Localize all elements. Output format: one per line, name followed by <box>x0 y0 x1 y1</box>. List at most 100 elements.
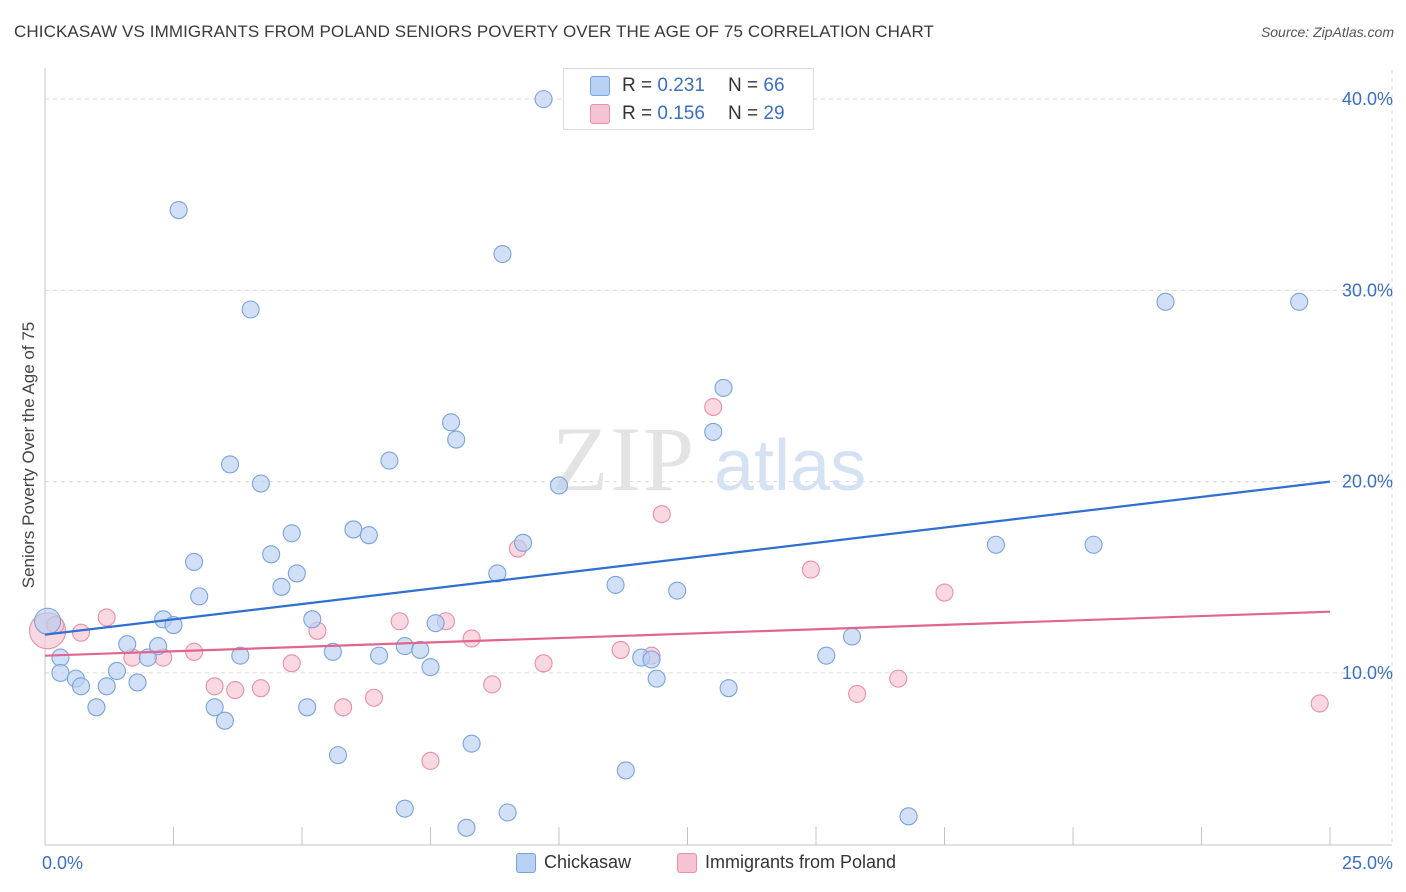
point-chickasaw <box>107 661 127 681</box>
watermark-zip: ZIP <box>552 408 696 510</box>
point-poland <box>205 677 224 696</box>
point-chickasaw <box>1156 292 1175 311</box>
point-chickasaw <box>97 677 116 696</box>
series-legend: Chickasaw Immigrants from Poland <box>0 852 1406 876</box>
point-poland <box>848 684 867 703</box>
axes <box>44 68 1392 846</box>
y-tick-label: 30.0% <box>1342 280 1393 300</box>
point-chickasaw <box>395 637 414 656</box>
point-chickasaw <box>231 646 250 665</box>
legend-item-poland: Immigrants from Poland <box>677 852 896 873</box>
point-chickasaw <box>328 746 348 765</box>
point-chickasaw <box>668 581 687 600</box>
point-chickasaw <box>87 698 106 717</box>
point-chickasaw <box>251 474 270 493</box>
point-poland <box>390 612 409 631</box>
point-poland <box>251 679 270 698</box>
point-poland <box>282 654 301 673</box>
point-chickasaw <box>719 679 738 698</box>
point-chickasaw <box>205 698 224 717</box>
trend-lines <box>44 480 1331 657</box>
point-chickasaw <box>817 646 836 665</box>
point-chickasaw <box>442 413 461 432</box>
watermark: ZIP atlas <box>552 408 866 510</box>
point-poland <box>483 675 502 694</box>
point-chickasaw <box>986 535 1005 554</box>
legend-n-poland: N = 29 <box>728 103 785 124</box>
point-chickasaw <box>1290 292 1309 311</box>
legend-r-chickasaw: R = 0.231 <box>622 75 705 96</box>
point-chickasaw <box>421 658 440 677</box>
tick-labels: 10.0% 20.0% 30.0% 40.0% 0.0% 25.0% <box>42 89 1393 873</box>
point-poland <box>421 751 440 770</box>
point-chickasaw <box>71 677 91 696</box>
point-chickasaw <box>704 422 723 441</box>
point-chickasaw <box>606 575 625 594</box>
point-chickasaw <box>647 669 666 688</box>
legend-swatch-pink <box>590 104 610 124</box>
point-poland <box>534 654 553 673</box>
point-chickasaw <box>370 646 389 665</box>
y-axis-label: Seniors Poverty Over the Age of 75 <box>19 322 38 588</box>
point-chickasaw <box>549 476 569 495</box>
legend-swatch-chickasaw <box>516 852 536 873</box>
point-chickasaw <box>298 698 317 717</box>
chart-title: CHICKASAW VS IMMIGRANTS FROM POLAND SENI… <box>14 22 935 41</box>
point-poland <box>462 629 481 648</box>
point-chickasaw <box>493 244 512 264</box>
legend-swatch-blue <box>590 76 610 96</box>
point-chickasaw <box>457 818 476 837</box>
legend-label-chickasaw: Chickasaw <box>544 852 632 872</box>
point-poland <box>97 608 116 627</box>
legend-swatch-poland <box>677 852 697 873</box>
point-poland <box>935 583 954 602</box>
point-chickasaw <box>262 545 281 564</box>
point-chickasaw <box>447 430 466 449</box>
y-tick-label: 40.0% <box>1342 89 1393 109</box>
point-chickasaw <box>513 533 533 552</box>
point-chickasaw <box>215 711 234 730</box>
point-chickasaw <box>1084 535 1103 554</box>
point-chickasaw <box>899 807 918 826</box>
point-chickasaw <box>426 614 445 633</box>
point-chickasaw <box>395 799 414 818</box>
point-poland <box>801 560 820 579</box>
point-chickasaw <box>149 637 168 656</box>
trend-line-poland <box>44 610 1331 657</box>
point-poland <box>71 623 91 642</box>
watermark-atlas: atlas <box>714 426 866 506</box>
legend-label-poland: Immigrants from Poland <box>705 852 897 872</box>
point-chickasaw <box>190 587 209 606</box>
point-poland <box>889 669 908 688</box>
y-tick-label: 20.0% <box>1342 472 1393 492</box>
legend-r-poland: R = 0.156 <box>622 103 705 124</box>
point-chickasaw <box>118 635 137 654</box>
point-poland <box>611 640 630 659</box>
point-chickasaw <box>282 524 301 543</box>
y-tick-label: 10.0% <box>1342 663 1393 683</box>
x-tick-label: 25.0% <box>1342 853 1393 873</box>
point-poland <box>704 397 723 417</box>
point-poland <box>652 505 671 524</box>
point-poland <box>1310 694 1329 713</box>
point-chickasaw <box>34 607 62 635</box>
point-poland <box>334 698 353 717</box>
points <box>29 90 1329 837</box>
point-chickasaw <box>488 564 507 583</box>
point-chickasaw <box>642 650 661 669</box>
point-chickasaw <box>714 378 733 397</box>
point-chickasaw <box>303 610 322 629</box>
point-chickasaw <box>380 451 399 470</box>
point-chickasaw <box>128 673 147 692</box>
legend-n-chickasaw: N = 66 <box>728 75 785 96</box>
source-label: Source: ZipAtlas.com <box>1260 24 1394 40</box>
point-chickasaw <box>185 552 204 572</box>
point-chickasaw <box>169 201 188 220</box>
point-chickasaw <box>842 627 862 646</box>
point-chickasaw <box>241 300 260 319</box>
point-chickasaw <box>498 803 517 822</box>
point-chickasaw <box>220 455 240 474</box>
legend-item-chickasaw: Chickasaw <box>516 852 631 873</box>
point-chickasaw <box>462 734 481 753</box>
point-chickasaw <box>534 90 553 109</box>
